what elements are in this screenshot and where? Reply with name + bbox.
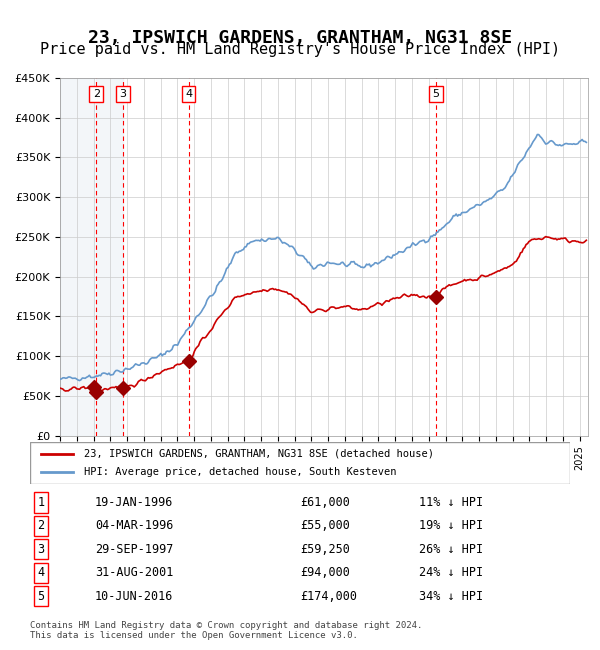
Text: 23, IPSWICH GARDENS, GRANTHAM, NG31 8SE: 23, IPSWICH GARDENS, GRANTHAM, NG31 8SE: [88, 29, 512, 47]
Text: £59,250: £59,250: [300, 543, 350, 556]
Text: 1: 1: [37, 496, 44, 509]
Text: 19-JAN-1996: 19-JAN-1996: [95, 496, 173, 509]
Text: 26% ↓ HPI: 26% ↓ HPI: [419, 543, 483, 556]
Text: 3: 3: [37, 543, 44, 556]
Text: 11% ↓ HPI: 11% ↓ HPI: [419, 496, 483, 509]
Text: £61,000: £61,000: [300, 496, 350, 509]
Bar: [97, 78, 123, 436]
Text: 31-AUG-2001: 31-AUG-2001: [95, 566, 173, 579]
Text: £94,000: £94,000: [300, 566, 350, 579]
Text: 4: 4: [185, 89, 192, 99]
Text: 10-JUN-2016: 10-JUN-2016: [95, 590, 173, 603]
Text: 5: 5: [433, 89, 440, 99]
Bar: [60, 78, 94, 436]
Text: 4: 4: [37, 566, 44, 579]
Text: HPI: Average price, detached house, South Kesteven: HPI: Average price, detached house, Sout…: [84, 467, 397, 477]
Text: 34% ↓ HPI: 34% ↓ HPI: [419, 590, 483, 603]
Text: 5: 5: [37, 590, 44, 603]
Text: £174,000: £174,000: [300, 590, 357, 603]
Bar: [60, 78, 94, 436]
Text: 2: 2: [37, 519, 44, 532]
Text: 3: 3: [119, 89, 127, 99]
Text: 29-SEP-1997: 29-SEP-1997: [95, 543, 173, 556]
Text: Price paid vs. HM Land Registry's House Price Index (HPI): Price paid vs. HM Land Registry's House …: [40, 42, 560, 57]
Text: 24% ↓ HPI: 24% ↓ HPI: [419, 566, 483, 579]
Text: 19% ↓ HPI: 19% ↓ HPI: [419, 519, 483, 532]
FancyBboxPatch shape: [30, 442, 570, 484]
Text: 2: 2: [93, 89, 100, 99]
Bar: [97, 78, 123, 436]
Text: Contains HM Land Registry data © Crown copyright and database right 2024.
This d: Contains HM Land Registry data © Crown c…: [30, 621, 422, 640]
Text: 23, IPSWICH GARDENS, GRANTHAM, NG31 8SE (detached house): 23, IPSWICH GARDENS, GRANTHAM, NG31 8SE …: [84, 449, 434, 459]
Text: £55,000: £55,000: [300, 519, 350, 532]
Text: 04-MAR-1996: 04-MAR-1996: [95, 519, 173, 532]
